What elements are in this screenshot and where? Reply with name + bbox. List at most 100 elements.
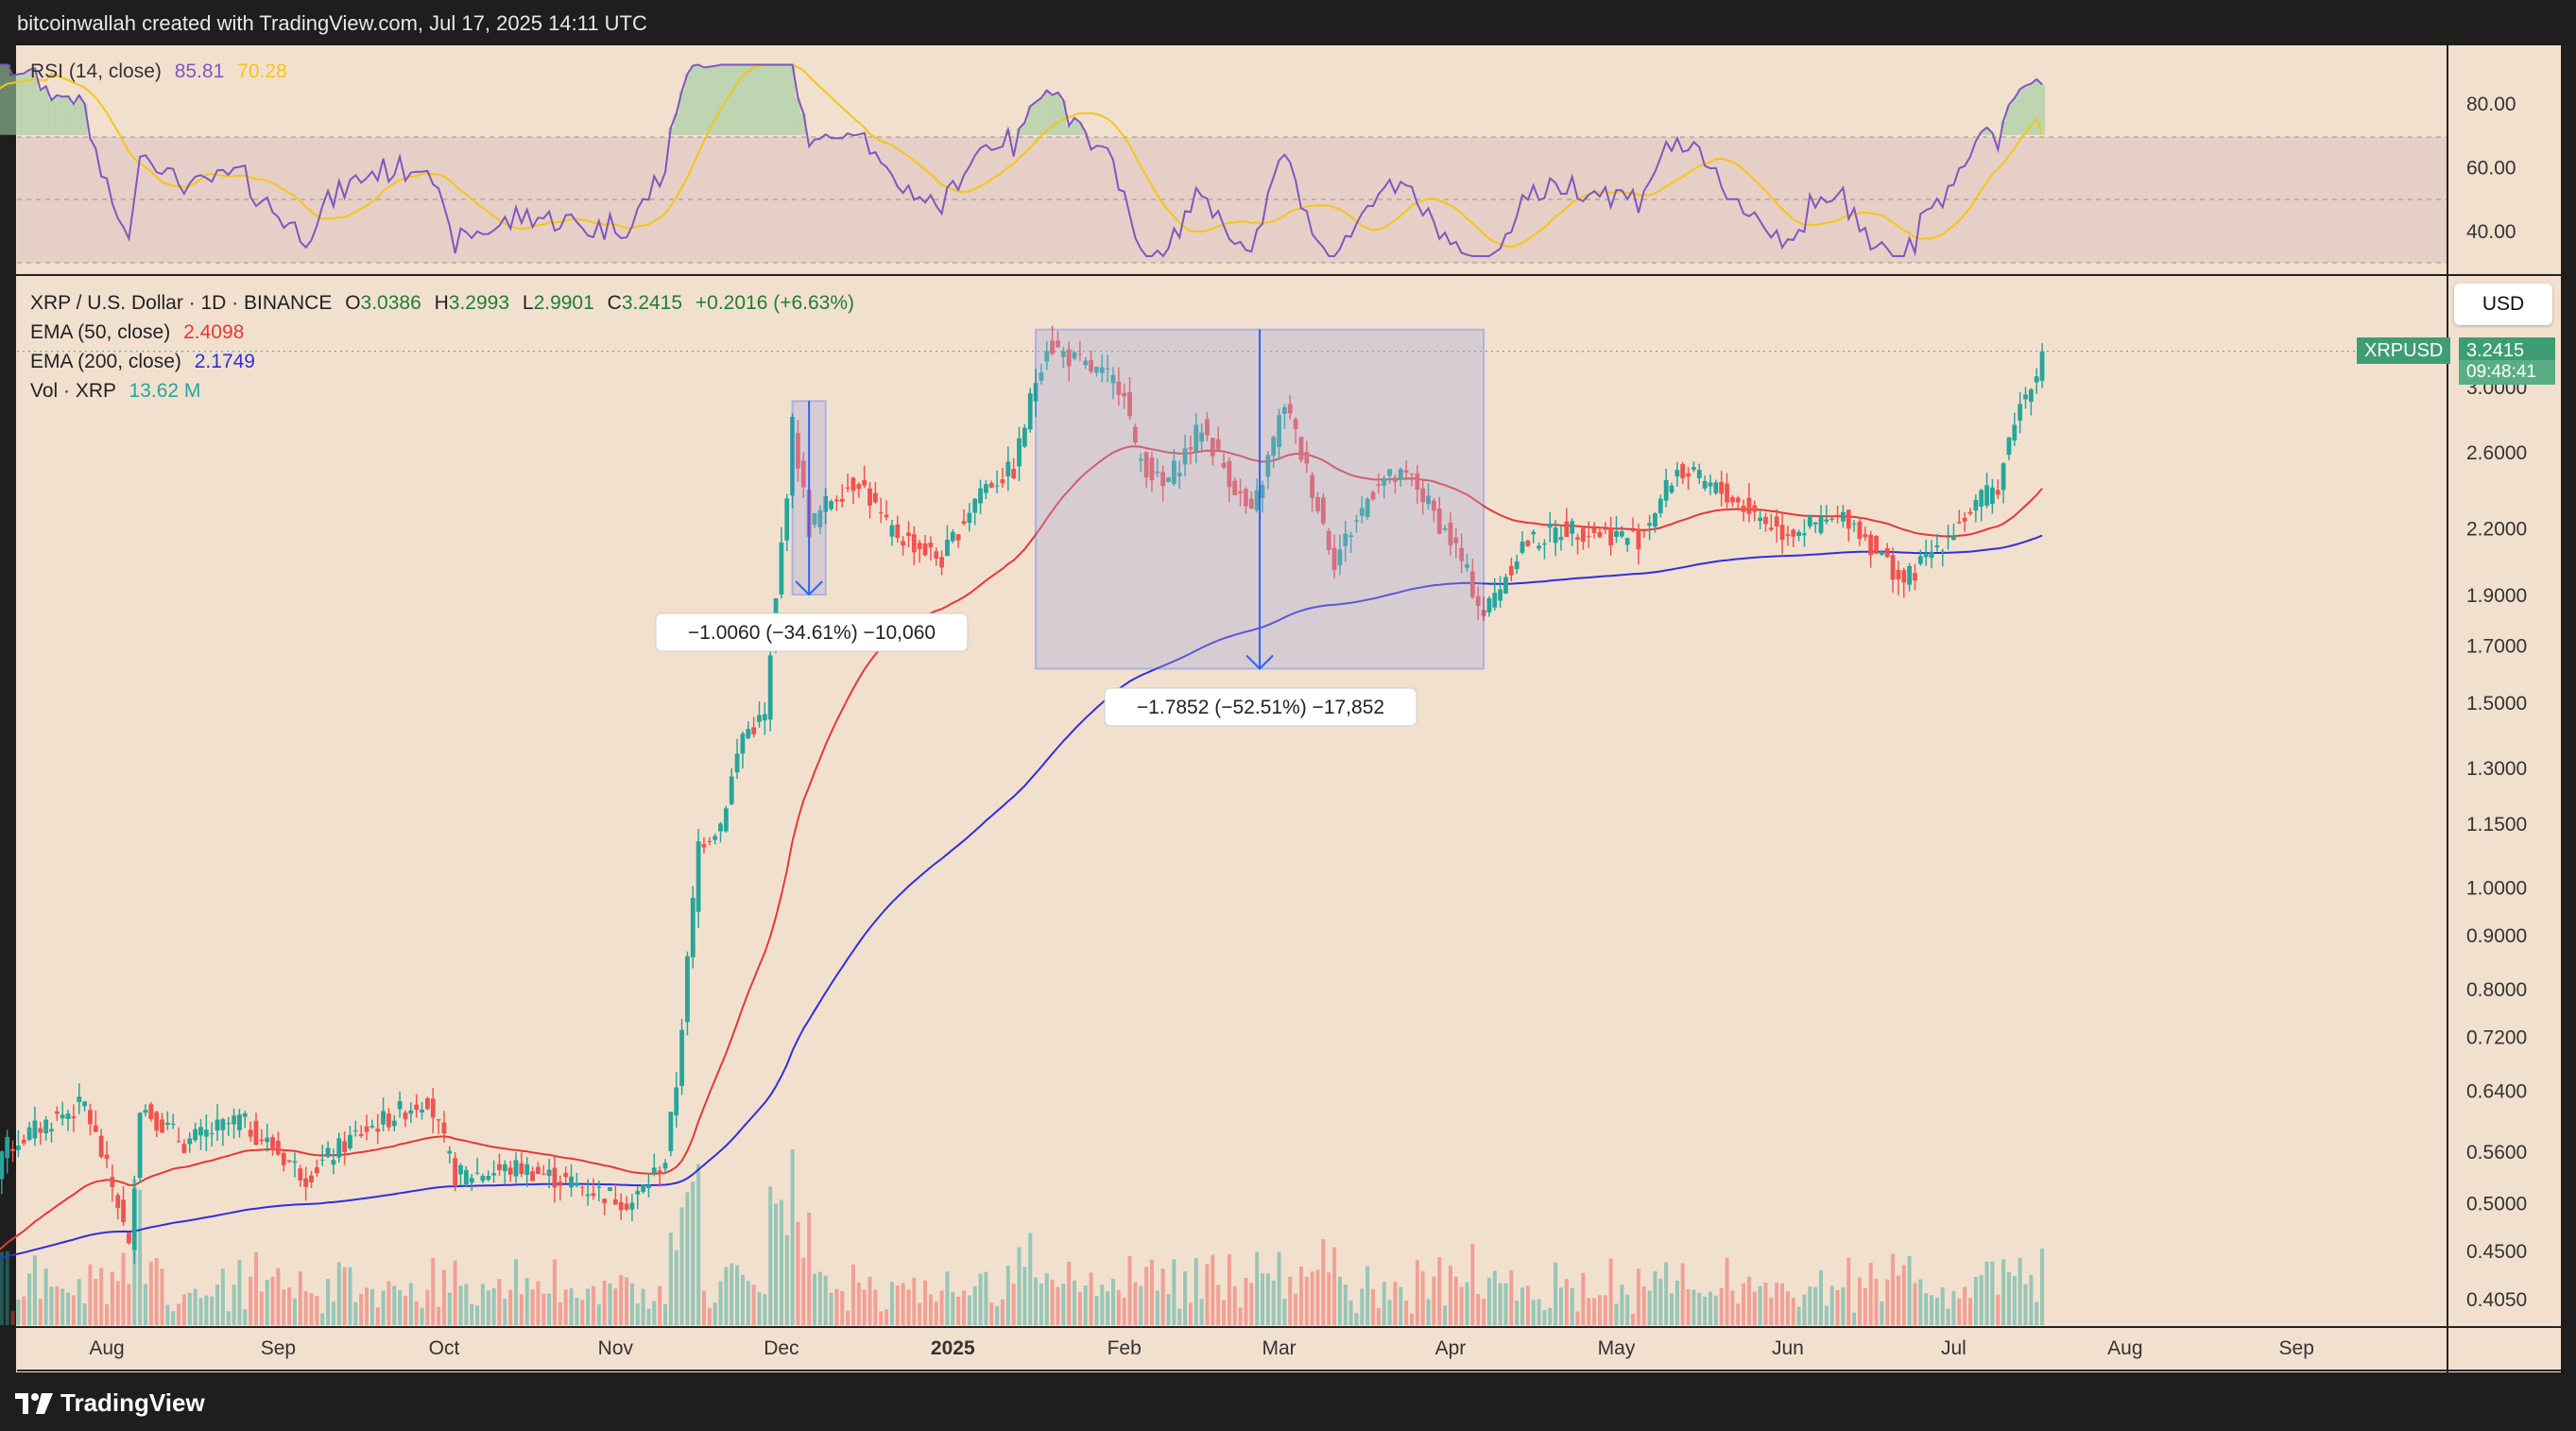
volume-bar [491, 1288, 496, 1325]
volume-bar [497, 1279, 502, 1325]
volume-bar [1990, 1261, 1995, 1325]
volume-bar [951, 1292, 955, 1325]
volume-bar [1575, 1311, 1580, 1325]
volume-bar [1680, 1263, 1685, 1325]
candle-body [1155, 472, 1160, 474]
volume-bar [602, 1280, 607, 1325]
volume-legend[interactable]: Vol · XRP 13.62 M [30, 380, 200, 403]
candle-body [148, 1104, 154, 1119]
time-tick-label: Aug [2107, 1337, 2142, 1359]
candle-body [198, 1127, 203, 1136]
volume-bar [552, 1259, 557, 1325]
candle-body [447, 1150, 453, 1154]
candle-body [978, 488, 983, 504]
candle-body [325, 1147, 331, 1158]
candle-body [2023, 394, 2028, 400]
volume-bar [127, 1284, 131, 1325]
volume-bar [1387, 1300, 1392, 1325]
time-tick-label: Nov [598, 1337, 634, 1359]
volume-bar [365, 1287, 369, 1325]
candle-body [164, 1122, 170, 1125]
volume-bar [1957, 1298, 1962, 1325]
rsi-legend[interactable]: RSI (14, close) 85.81 70.28 [30, 60, 287, 83]
volume-bar [309, 1293, 314, 1325]
candle-body [1884, 547, 1890, 558]
volume-bar [1399, 1286, 1403, 1325]
volume-bar [348, 1267, 352, 1325]
candle-body [790, 416, 795, 496]
volume-bar [425, 1289, 430, 1325]
candle-body [618, 1202, 624, 1211]
rsi-overbought-fill [773, 64, 780, 135]
volume-bar [60, 1288, 65, 1325]
measure-label-2: −1.7852 (−52.51%) −17,852 [1137, 697, 1384, 718]
volume-bar [292, 1298, 297, 1325]
ema50-legend[interactable]: EMA (50, close) 2.4098 [30, 321, 244, 344]
volume-bar [49, 1286, 54, 1325]
rsi-tick-label: 60.00 [2466, 158, 2516, 180]
volume-bar [160, 1268, 164, 1325]
candle-body [1580, 527, 1586, 543]
volume-bar [1852, 1312, 1857, 1325]
volume-bar [171, 1311, 176, 1325]
candle-body [1674, 470, 1680, 477]
price-tick-label: 0.5000 [2466, 1193, 2527, 1215]
ema200-legend[interactable]: EMA (200, close) 2.1749 [30, 351, 255, 373]
volume-bar [232, 1284, 236, 1325]
volume-bar [569, 1288, 574, 1325]
candle-body [569, 1176, 574, 1188]
candle-body [1708, 482, 1713, 487]
volume-bar [575, 1298, 579, 1325]
volume-bar [989, 1302, 994, 1325]
volume-bar [1930, 1295, 1934, 1325]
candle-body [1901, 570, 1907, 583]
candle-body [32, 1120, 38, 1139]
symbol-name: XRP / U.S. Dollar · 1D · BINANCE [30, 292, 333, 314]
candle-body [1122, 392, 1127, 397]
rsi-legend-name: RSI (14, close) [30, 60, 162, 82]
volume-bar [995, 1305, 1000, 1325]
candle-body [1143, 452, 1149, 478]
volume-bar [1664, 1262, 1669, 1325]
candle-body [65, 1113, 71, 1119]
volume-bar [1083, 1285, 1088, 1325]
price-tick-label: 1.1500 [2466, 814, 2527, 836]
volume-bar [287, 1286, 292, 1325]
volume-bar [243, 1309, 248, 1325]
candle-body [1465, 564, 1469, 568]
rsi-value: 85.81 [174, 60, 225, 82]
rsi-overbought-fill [2022, 85, 2029, 135]
volume-bar [1708, 1291, 1712, 1325]
volume-bar [392, 1285, 397, 1325]
volume-bar [1885, 1279, 1890, 1325]
volume-bar [398, 1290, 403, 1325]
volume-bar [1808, 1286, 1812, 1325]
candle-body [1326, 530, 1331, 550]
volume-bar [1277, 1251, 1281, 1325]
volume-bar [1742, 1283, 1746, 1325]
volume-bar [453, 1260, 457, 1325]
volume-bar [625, 1277, 629, 1325]
candle-body [1591, 526, 1597, 533]
volume-bar [1769, 1298, 1774, 1325]
candle-body [536, 1166, 541, 1175]
candle-body [1913, 573, 1917, 581]
rsi-overbought-fill [745, 64, 751, 135]
symbol-legend[interactable]: XRP / U.S. Dollar · 1D · BINANCE O3.0386… [30, 292, 854, 315]
volume-bar [1127, 1255, 1132, 1325]
candle-body [115, 1195, 121, 1209]
candle-body [1630, 529, 1636, 531]
price-tick-label: 2.2000 [2466, 518, 2527, 540]
time-tick-label: Feb [1108, 1337, 1142, 1359]
candle-body [77, 1096, 82, 1102]
tradingview-logo[interactable]: TradingView [15, 1388, 205, 1418]
volume-bar [508, 1289, 513, 1325]
volume-bar [326, 1279, 331, 1325]
currency-selector[interactable]: USD [2454, 284, 2552, 325]
candle-body [1254, 490, 1260, 510]
volume-bar [646, 1308, 651, 1325]
volume-bar [1073, 1280, 1077, 1325]
candle-body [497, 1164, 502, 1170]
volume-bar [1183, 1271, 1188, 1325]
